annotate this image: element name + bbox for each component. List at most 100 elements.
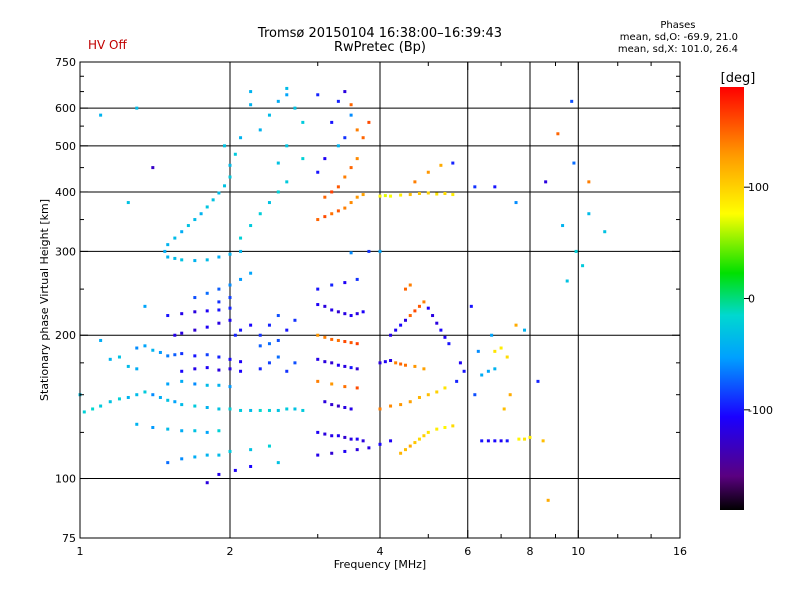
data-point <box>323 195 327 199</box>
data-point <box>117 355 121 359</box>
data-point <box>349 166 353 170</box>
data-point <box>499 346 503 350</box>
data-point <box>517 437 521 441</box>
y-tick-label: 750 <box>55 56 76 69</box>
data-point <box>476 349 480 353</box>
data-point <box>343 281 347 285</box>
data-point <box>570 99 574 103</box>
data-point <box>217 368 221 372</box>
data-point <box>383 360 387 364</box>
chart-subtitle: RwPretec (Bp) <box>333 40 427 55</box>
data-point <box>349 314 353 318</box>
data-point <box>323 360 327 364</box>
data-point <box>330 382 334 386</box>
data-point <box>399 403 403 407</box>
x-tick-label: 4 <box>377 545 384 558</box>
data-point <box>367 249 371 253</box>
data-point <box>417 304 421 308</box>
data-point <box>173 400 177 404</box>
data-point <box>343 175 347 179</box>
data-point <box>361 310 365 314</box>
data-point <box>486 439 490 443</box>
data-point <box>565 279 569 283</box>
data-point <box>180 379 184 383</box>
data-point <box>143 304 147 308</box>
data-point <box>193 310 197 314</box>
data-point <box>166 461 170 465</box>
data-point <box>249 464 253 468</box>
data-point <box>316 430 320 434</box>
data-point <box>228 449 232 453</box>
chart-title: Tromsø 20150104 16:38:00–16:39:43 <box>257 26 503 41</box>
data-point <box>233 152 237 156</box>
data-point <box>435 427 439 431</box>
data-point <box>343 136 347 140</box>
data-point <box>267 408 271 412</box>
data-point <box>389 333 393 337</box>
data-point <box>193 404 197 408</box>
data-point <box>455 379 459 383</box>
data-point <box>367 120 371 124</box>
data-point <box>361 193 365 197</box>
data-point <box>217 453 221 457</box>
data-point <box>523 437 527 441</box>
data-point <box>355 157 359 161</box>
data-point <box>258 212 262 216</box>
data-point <box>166 314 170 318</box>
data-point <box>349 407 353 411</box>
data-point <box>451 193 455 197</box>
data-point <box>323 335 327 339</box>
data-point <box>267 444 271 448</box>
data-point <box>151 425 155 429</box>
data-point <box>355 437 359 441</box>
data-point <box>361 136 365 140</box>
data-point <box>166 398 170 402</box>
data-point <box>217 255 221 259</box>
data-point <box>439 328 443 332</box>
data-point <box>355 367 359 371</box>
data-point <box>439 163 443 167</box>
data-points <box>78 86 607 502</box>
data-point <box>228 357 232 361</box>
data-point <box>493 349 497 353</box>
data-point <box>316 333 320 337</box>
data-point <box>205 383 209 387</box>
data-point <box>166 243 170 247</box>
data-point <box>301 408 305 412</box>
data-point <box>383 194 387 198</box>
y-tick-label: 200 <box>55 329 76 342</box>
data-point <box>293 361 297 365</box>
data-point <box>330 337 334 341</box>
x-tick-label: 1 <box>77 545 84 558</box>
data-point <box>451 424 455 428</box>
data-point <box>330 120 334 124</box>
data-point <box>180 331 184 335</box>
data-point <box>301 157 305 161</box>
data-point <box>99 338 103 342</box>
data-point <box>480 373 484 377</box>
data-point <box>349 103 353 107</box>
phase-stats-o: mean, sd,O: -69.9, 21.0 <box>619 32 738 43</box>
data-point <box>258 367 262 371</box>
data-point <box>228 318 232 322</box>
data-point <box>399 451 403 455</box>
data-point <box>413 441 417 445</box>
data-point <box>205 205 209 209</box>
data-point <box>316 357 320 361</box>
data-point <box>135 367 139 371</box>
data-point <box>217 472 221 476</box>
data-point <box>336 338 340 342</box>
data-point <box>499 439 503 443</box>
data-point <box>217 321 221 325</box>
y-tick-label: 600 <box>55 102 76 115</box>
data-point <box>193 455 197 459</box>
data-point <box>316 303 320 307</box>
data-point <box>399 362 403 366</box>
data-point <box>293 106 297 110</box>
data-point <box>355 128 359 132</box>
data-point <box>316 93 320 97</box>
data-point <box>413 364 417 368</box>
data-point <box>151 348 155 352</box>
hv-status: HV Off <box>88 38 127 52</box>
